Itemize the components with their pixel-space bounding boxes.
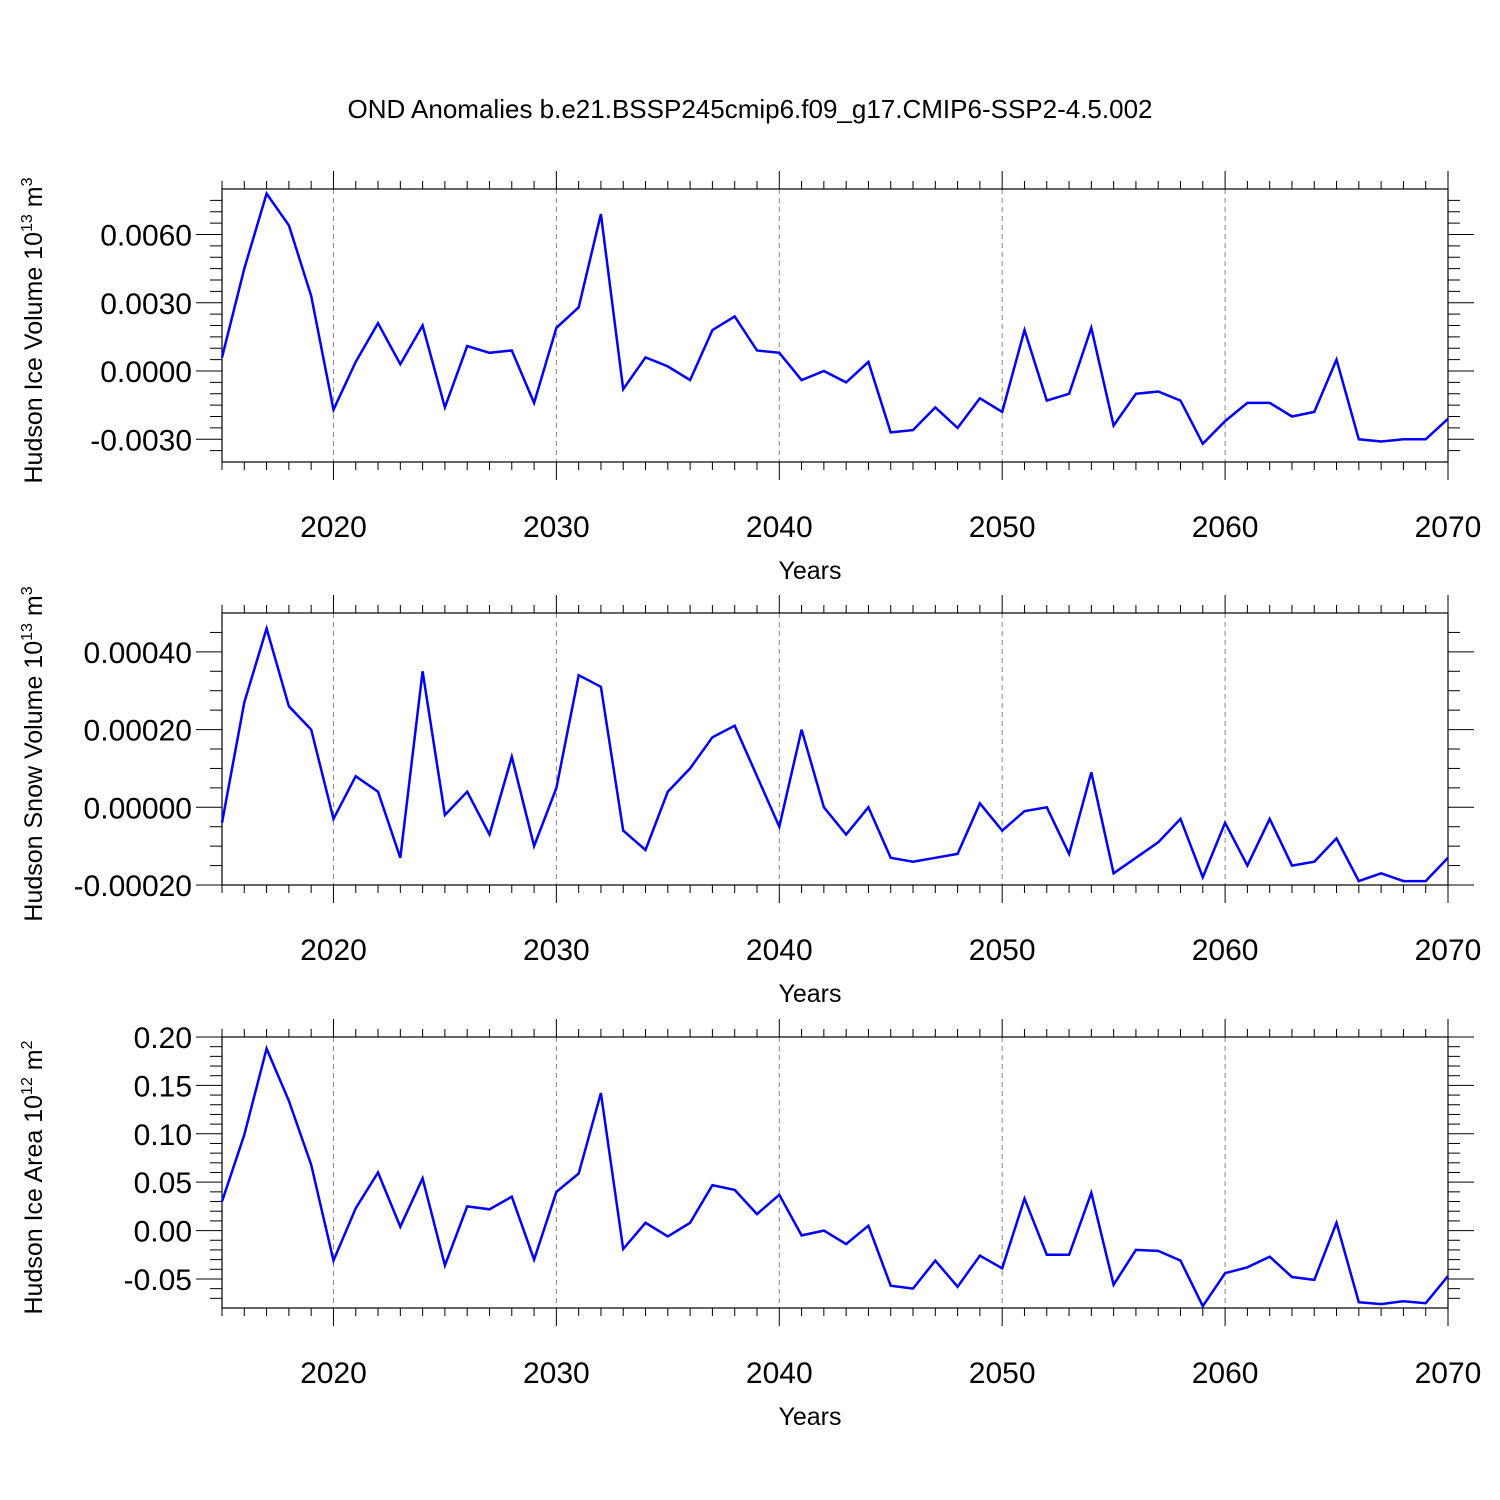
y-tick-label: 0.00000 bbox=[84, 792, 192, 825]
x-axis-label: Years bbox=[778, 557, 841, 585]
y-tick-label: 0.00040 bbox=[84, 637, 192, 670]
chart-panel-3: 2020 2030 2040 2050 2060 2070 -0.05 0.00 0.05 0.1… bbox=[19, 1019, 1481, 1431]
y-tick-label: 0.15 bbox=[134, 1070, 192, 1103]
y-axis-label: Hudson Ice Volume 1013 m3 bbox=[19, 177, 48, 483]
y-tick-label: 0.10 bbox=[134, 1119, 192, 1152]
y-tick-label: 0.00 bbox=[134, 1216, 192, 1249]
chart-panel-1: 2020 2030 2040 2050 2060 2070 -0.0030 0.0000 0.0… bbox=[19, 171, 1481, 585]
x-tick-label: 2020 bbox=[300, 511, 367, 544]
y-tick-label: 0.20 bbox=[134, 1022, 192, 1055]
y-tick-label: 0.0000 bbox=[100, 356, 192, 389]
x-tick-label: 2050 bbox=[969, 511, 1036, 544]
x-tick-label: 2020 bbox=[300, 934, 367, 967]
x-tick-label: 2030 bbox=[523, 511, 590, 544]
y-tick-label: -0.00020 bbox=[74, 870, 192, 903]
x-tick-label: 2040 bbox=[746, 934, 813, 967]
plot-frame bbox=[221, 188, 1449, 463]
y-tick-label: 0.05 bbox=[134, 1167, 192, 1200]
x-tick-label: 2030 bbox=[523, 934, 590, 967]
x-axis-label: Years bbox=[778, 980, 841, 1008]
x-tick-label: 2070 bbox=[1415, 511, 1482, 544]
y-tick-label: 0.0060 bbox=[100, 220, 192, 253]
x-tick-label: 2070 bbox=[1415, 1357, 1482, 1390]
y-tick-label: -0.05 bbox=[124, 1264, 192, 1297]
y-axis-label: Hudson Ice Area 1012 m2 bbox=[19, 1040, 48, 1314]
y-tick-label: 0.00020 bbox=[84, 715, 192, 748]
x-tick-label: 2040 bbox=[746, 511, 813, 544]
x-tick-label: 2050 bbox=[969, 1357, 1036, 1390]
x-tick-label: 2060 bbox=[1192, 1357, 1259, 1390]
x-tick-label: 2050 bbox=[969, 934, 1036, 967]
chart-title: OND Anomalies b.e21.BSSP245cmip6.f09_g17… bbox=[347, 94, 1152, 124]
plot-frame bbox=[221, 1036, 1449, 1309]
x-tick-label: 2060 bbox=[1192, 511, 1259, 544]
series-line bbox=[220, 624, 1449, 883]
chart-panel-2: 2020 2030 2040 2050 2060 2070 -0.00020 0.00000 0… bbox=[19, 586, 1481, 1008]
x-tick-label: 2060 bbox=[1192, 934, 1259, 967]
y-axis-label: Hudson Snow Volume 1013 m3 bbox=[19, 586, 48, 921]
series-line bbox=[220, 1044, 1449, 1309]
series-line bbox=[220, 190, 1449, 446]
plot-frame bbox=[221, 612, 1449, 886]
x-tick-label: 2040 bbox=[746, 1357, 813, 1390]
x-axis-label: Years bbox=[778, 1403, 841, 1431]
x-tick-label: 2070 bbox=[1415, 934, 1482, 967]
y-tick-label: -0.0030 bbox=[90, 424, 192, 457]
x-tick-label: 2030 bbox=[523, 1357, 590, 1390]
x-tick-label: 2020 bbox=[300, 1357, 367, 1390]
y-tick-label: 0.0030 bbox=[100, 288, 192, 321]
